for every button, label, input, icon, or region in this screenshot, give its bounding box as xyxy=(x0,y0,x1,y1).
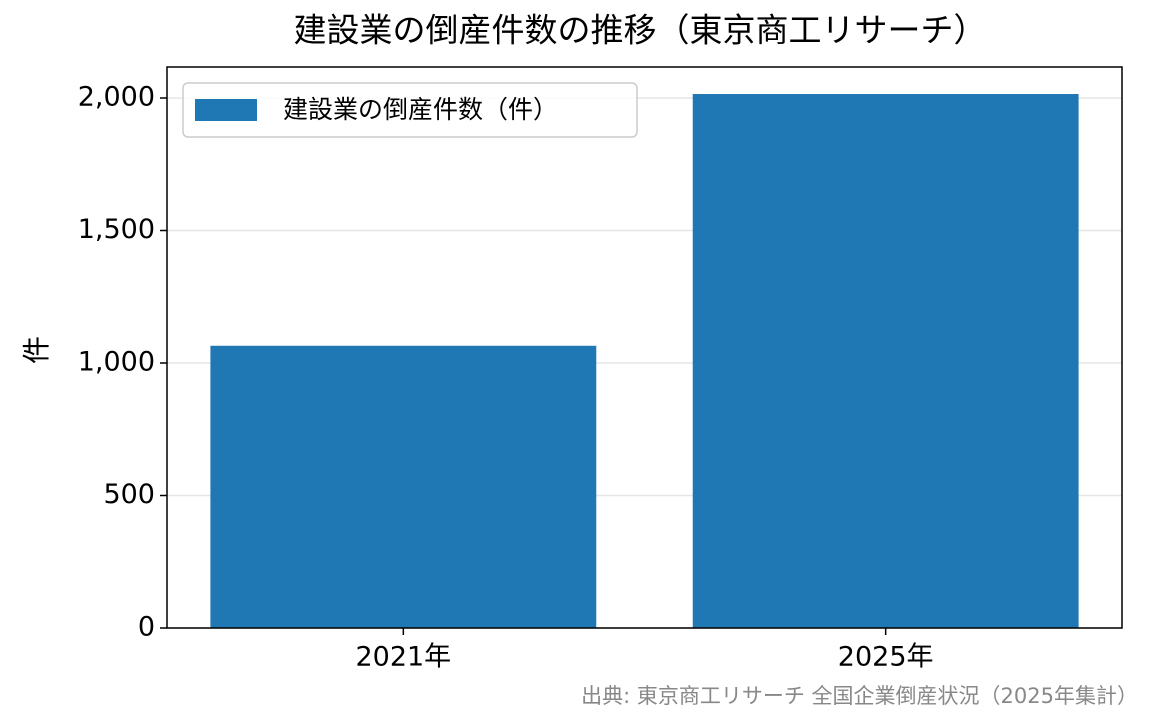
source-note: 出典: 東京商工リサーチ 全国企業倒産状況（2025年集計） xyxy=(581,684,1138,708)
legend-swatch xyxy=(195,99,257,121)
y-axis-label: 件 xyxy=(20,336,53,364)
bar xyxy=(210,345,597,628)
y-tick-label: 2,000 xyxy=(78,82,155,113)
chart-title: 建設業の倒産件数の推移（東京商工リサーチ） xyxy=(294,11,987,50)
y-tick-label: 1,500 xyxy=(78,214,155,245)
legend-label: 建設業の倒産件数（件） xyxy=(283,95,558,124)
x-tick-label: 2021年 xyxy=(355,642,451,673)
bar xyxy=(692,94,1079,628)
x-tick-label: 2025年 xyxy=(838,642,934,673)
plot-frame xyxy=(166,66,1123,629)
legend-frame xyxy=(182,82,638,138)
y-tick-label: 0 xyxy=(138,612,155,643)
legend: 建設業の倒産件数（件） xyxy=(182,82,638,138)
y-tick-label: 500 xyxy=(103,479,155,510)
y-tick-label: 1,000 xyxy=(78,347,155,378)
